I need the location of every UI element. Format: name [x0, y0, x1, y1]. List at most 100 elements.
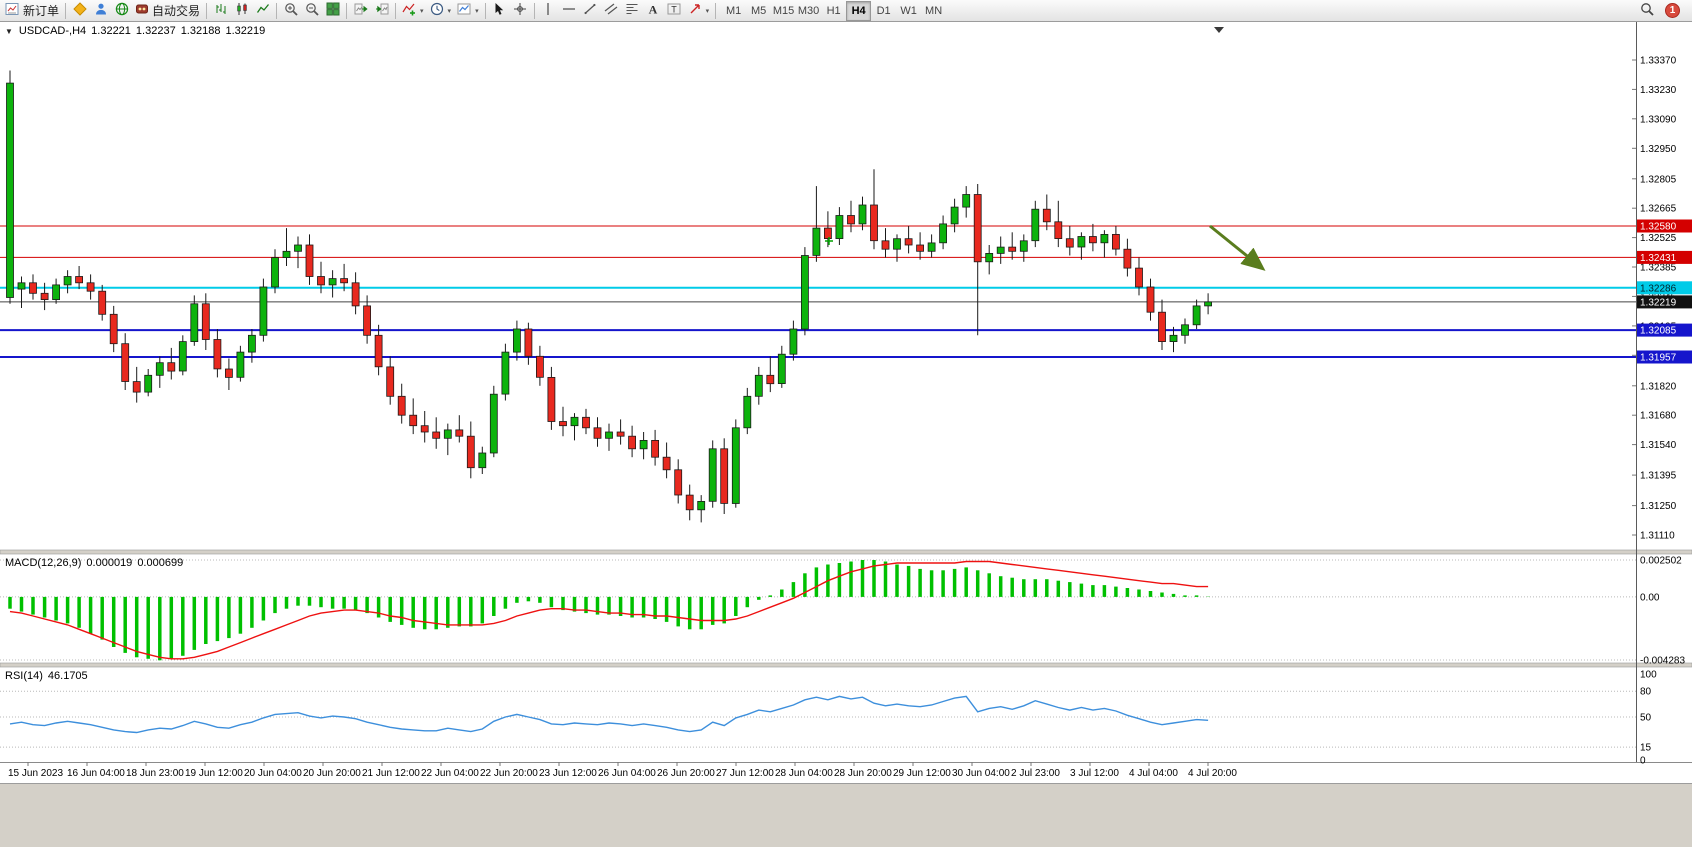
time-axis-label: 28 Jun 04:00	[775, 768, 833, 779]
price-axis-label: 1.32950	[1640, 144, 1677, 155]
toolbar-separator	[715, 2, 717, 19]
splitter-main-macd[interactable]	[0, 549, 1692, 555]
candle-body-up	[6, 82, 14, 298]
text-button[interactable]: A	[643, 1, 664, 21]
timeframe-button-m15[interactable]: M15	[772, 4, 795, 17]
rsi-axis-label: 80	[1640, 687, 1652, 698]
auto-scroll-button[interactable]	[350, 1, 371, 21]
timeframe-button-m5[interactable]: M5	[750, 4, 767, 17]
candle-body-up	[708, 448, 717, 502]
candle-body-down	[374, 334, 383, 368]
arrow-annotation[interactable]	[1209, 224, 1266, 271]
price-axis-label: 1.33090	[1640, 114, 1677, 125]
autotrading-button[interactable]: 自动交易	[132, 1, 203, 21]
candle-body-up	[17, 282, 26, 290]
bar-chart-button[interactable]	[210, 1, 231, 21]
vertical-line-button[interactable]	[538, 1, 559, 21]
price-tag-1.32286	[1637, 281, 1692, 295]
news-button[interactable]	[111, 1, 132, 21]
candle-body-down	[305, 244, 314, 277]
candle-body-up	[1019, 240, 1028, 252]
splitter-macd-rsi[interactable]	[0, 662, 1692, 668]
candle-body-up	[927, 242, 936, 252]
new-order-button[interactable]: 新订单	[2, 1, 62, 21]
candle-body-down	[213, 339, 222, 370]
candle-body-down	[1158, 311, 1166, 343]
candle-body-down	[847, 215, 855, 225]
clock-icon	[430, 2, 444, 19]
price-tag-label: 1.32085	[1640, 326, 1677, 337]
label-button[interactable]: T	[664, 1, 685, 21]
timeframe-button-m1[interactable]: M1	[725, 4, 742, 17]
candle-body-up	[155, 362, 164, 376]
periods-button[interactable]: ▾	[427, 1, 455, 21]
toolbar-separator	[276, 2, 278, 19]
candle-body-up	[328, 278, 337, 286]
chart-shift-button[interactable]	[371, 1, 392, 21]
timeframe-button-h1[interactable]: H1	[826, 4, 841, 17]
indicators-button[interactable]: ▾	[399, 1, 427, 21]
toolbar-separator	[346, 2, 348, 19]
new-order-icon	[5, 2, 20, 20]
community-button[interactable]	[90, 1, 111, 21]
macd-signal-line	[9, 560, 1209, 660]
search-button[interactable]	[1636, 1, 1657, 21]
candle-body-down	[720, 448, 729, 504]
timeframe-button-w1[interactable]: W1	[900, 4, 917, 17]
chart-canvas[interactable]: 1.33370 1.33230 1.33090 1.32950 1.32805 1.326…	[0, 22, 1692, 783]
notification-badge[interactable]: 1	[1665, 3, 1680, 18]
candle-body-down	[824, 227, 832, 240]
price-axis-label: 1.31395	[1640, 471, 1677, 482]
candle-body-down	[685, 494, 694, 511]
candlestick-chart-button[interactable]	[231, 1, 252, 21]
candle-body-down	[593, 427, 602, 439]
timeframe-button-mn[interactable]: MN	[925, 4, 943, 17]
candle-body-down	[1042, 208, 1051, 223]
market-button[interactable]	[69, 1, 90, 21]
candle-body-up	[443, 429, 452, 439]
dropdown-caret-icon: ▾	[420, 7, 424, 15]
channel-button[interactable]	[601, 1, 622, 21]
candle-body-up	[996, 246, 1005, 254]
chart-expand-icon[interactable]: ▼	[5, 26, 13, 36]
candle-body-down	[1008, 246, 1017, 252]
candle-body-down	[1089, 236, 1097, 244]
candle-body-up	[639, 439, 648, 450]
candle-body-up	[1100, 233, 1109, 244]
candle-body-down	[628, 435, 636, 450]
time-axis-label: 3 Jul 12:00	[1070, 768, 1119, 779]
horizontal-line-button[interactable]	[559, 1, 580, 21]
price-tag-label: 1.32219	[1640, 297, 1677, 308]
time-axis-label: 4 Jul 20:00	[1188, 768, 1237, 779]
candle-body-down	[1123, 248, 1132, 269]
time-axis-label: 30 Jun 04:00	[952, 768, 1010, 779]
cursor-button[interactable]	[489, 1, 510, 21]
bar-chart-icon	[214, 2, 228, 19]
candle-body-down	[420, 425, 429, 433]
candle-body-down	[455, 429, 464, 437]
candle-body-up	[731, 427, 740, 504]
zoom-out-button[interactable]	[301, 1, 322, 21]
arrows-button[interactable]: ▾	[685, 1, 713, 21]
zoom-out-icon	[305, 2, 319, 19]
templates-button[interactable]: ▾	[454, 1, 482, 21]
plus-marker[interactable]	[825, 237, 833, 245]
timeframe-button-d1[interactable]: D1	[876, 4, 891, 17]
chart-shift-marker[interactable]	[1214, 27, 1224, 33]
candle-body-down	[1054, 221, 1063, 240]
fibonacci-button[interactable]	[622, 1, 643, 21]
time-axis-label: 27 Jun 12:00	[716, 768, 774, 779]
trendline-button[interactable]	[580, 1, 601, 21]
chart-shift-icon	[375, 2, 389, 19]
timeframe-button-m30[interactable]: M30	[797, 4, 820, 17]
candle-body-up	[697, 500, 706, 511]
line-chart-button[interactable]	[252, 1, 273, 21]
timeframe-button-h4[interactable]: H4	[846, 0, 872, 21]
crosshair-button[interactable]	[510, 1, 531, 21]
templates-icon	[457, 2, 471, 19]
candle-body-up	[1031, 208, 1040, 242]
price-axis-label: 1.31540	[1640, 440, 1677, 451]
tile-windows-button[interactable]	[322, 1, 343, 21]
zoom-in-button[interactable]	[280, 1, 301, 21]
candle-body-up	[812, 227, 821, 256]
